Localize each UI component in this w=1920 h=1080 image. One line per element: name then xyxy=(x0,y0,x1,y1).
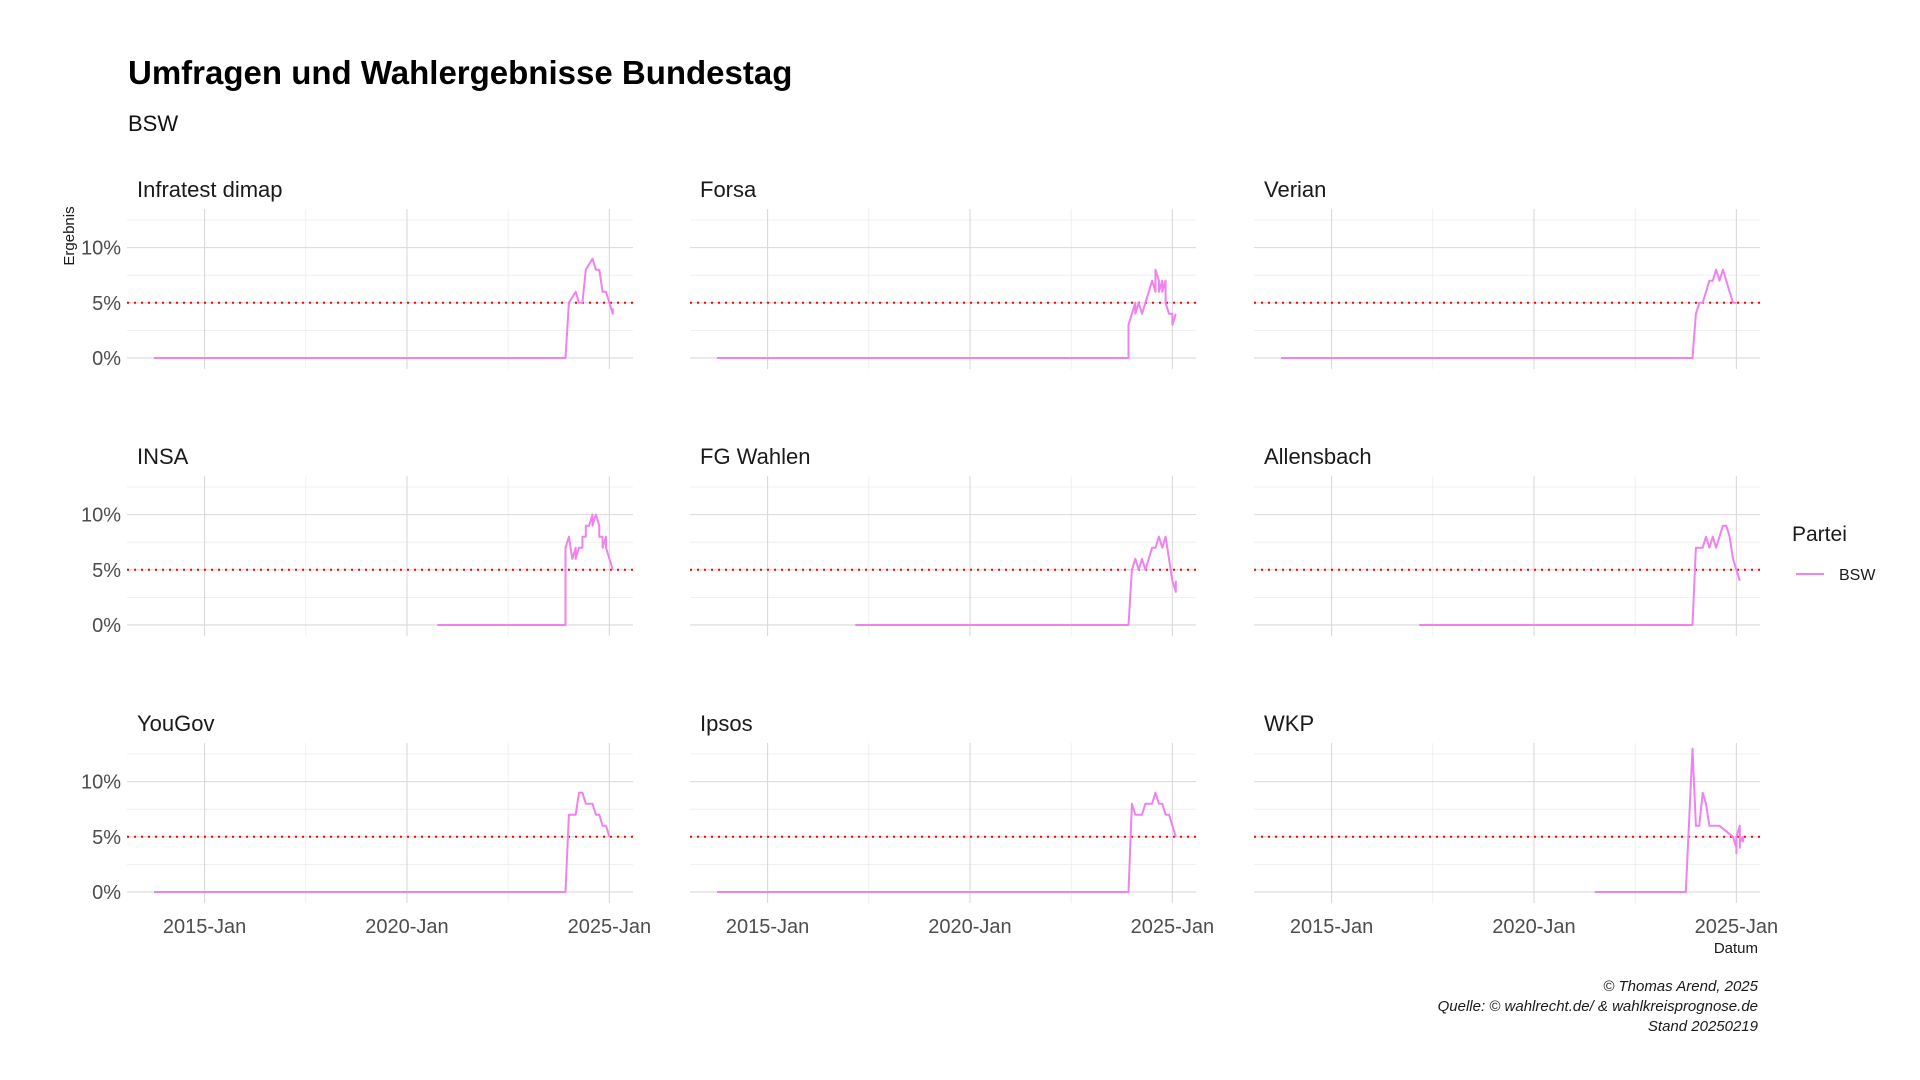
x-tick-label: 2015-Jan xyxy=(1290,916,1373,938)
facet-panel: FG Wahlen xyxy=(690,444,1196,636)
facet-grid: Infratest dimap 0% 5% 10% Forsa Verian INSA 0% 5… xyxy=(81,177,1778,938)
series-line-bsw xyxy=(1594,747,1745,893)
facet-title: Forsa xyxy=(700,177,757,202)
series-line-bsw xyxy=(1419,524,1741,626)
series-line-bsw xyxy=(154,791,611,893)
series-line-bsw xyxy=(717,268,1177,359)
series-line-bsw xyxy=(1281,268,1737,359)
facet-title: Allensbach xyxy=(1264,444,1372,469)
facet-title: WKP xyxy=(1264,711,1314,736)
x-tick-label: 2020-Jan xyxy=(365,916,448,938)
x-tick-label: 2025-Jan xyxy=(568,916,651,938)
x-tick-label: 2020-Jan xyxy=(928,916,1011,938)
x-tick-label: 2025-Jan xyxy=(1695,916,1778,938)
x-tick-label: 2015-Jan xyxy=(163,916,246,938)
y-tick-label: 5% xyxy=(92,827,121,849)
chart-subtitle: BSW xyxy=(128,111,178,136)
legend-label-bsw: BSW xyxy=(1839,567,1876,584)
caption-line-3: Stand 20250219 xyxy=(1648,1018,1759,1035)
caption-line-1: © Thomas Arend, 2025 xyxy=(1603,978,1758,995)
x-axis-title: Datum xyxy=(1714,940,1758,957)
y-tick-label: 10% xyxy=(81,505,121,527)
facet-title: INSA xyxy=(137,444,189,469)
facet-title: Ipsos xyxy=(700,711,753,736)
facet-panel: Forsa xyxy=(690,177,1196,369)
facet-panel: INSA 0% 5% 10% xyxy=(81,444,633,637)
y-tick-label: 5% xyxy=(92,560,121,582)
y-axis-title: Ergebnis xyxy=(61,206,78,265)
series-line-bsw xyxy=(437,513,614,626)
x-tick-label: 2025-Jan xyxy=(1131,916,1214,938)
y-tick-label: 5% xyxy=(92,293,121,315)
chart-title: Umfragen und Wahlergebnisse Bundestag xyxy=(128,54,792,91)
facet-title: Infratest dimap xyxy=(137,177,283,202)
y-tick-label: 10% xyxy=(81,772,121,794)
y-tick-label: 10% xyxy=(81,238,121,260)
y-tick-label: 0% xyxy=(92,882,121,904)
series-line-bsw xyxy=(154,257,614,359)
y-tick-label: 0% xyxy=(92,615,121,637)
legend-title: Partei xyxy=(1792,523,1847,546)
facet-panel: YouGov 0% 5% 10% 2015-Jan 2020-Jan 2025-Jan xyxy=(81,711,651,938)
x-tick-label: 2020-Jan xyxy=(1492,916,1575,938)
facet-panel: Verian xyxy=(1254,177,1760,369)
facet-title: FG Wahlen xyxy=(700,444,810,469)
facet-panel: Allensbach xyxy=(1254,444,1760,636)
x-tick-label: 2015-Jan xyxy=(726,916,809,938)
series-line-bsw xyxy=(855,535,1177,626)
facet-panel: Infratest dimap 0% 5% 10% xyxy=(81,177,633,370)
facet-panel: WKP 2015-Jan 2020-Jan 2025-Jan xyxy=(1254,711,1778,938)
facet-title: YouGov xyxy=(137,711,214,736)
facet-panel: Ipsos 2015-Jan 2020-Jan 2025-Jan xyxy=(690,711,1214,938)
facet-title: Verian xyxy=(1264,177,1326,202)
series-line-bsw xyxy=(717,791,1177,893)
y-tick-label: 0% xyxy=(92,348,121,370)
caption-line-2: Quelle: © wahlrecht.de/ & wahlkreisprogn… xyxy=(1438,998,1758,1015)
legend: Partei BSW xyxy=(1792,523,1876,584)
